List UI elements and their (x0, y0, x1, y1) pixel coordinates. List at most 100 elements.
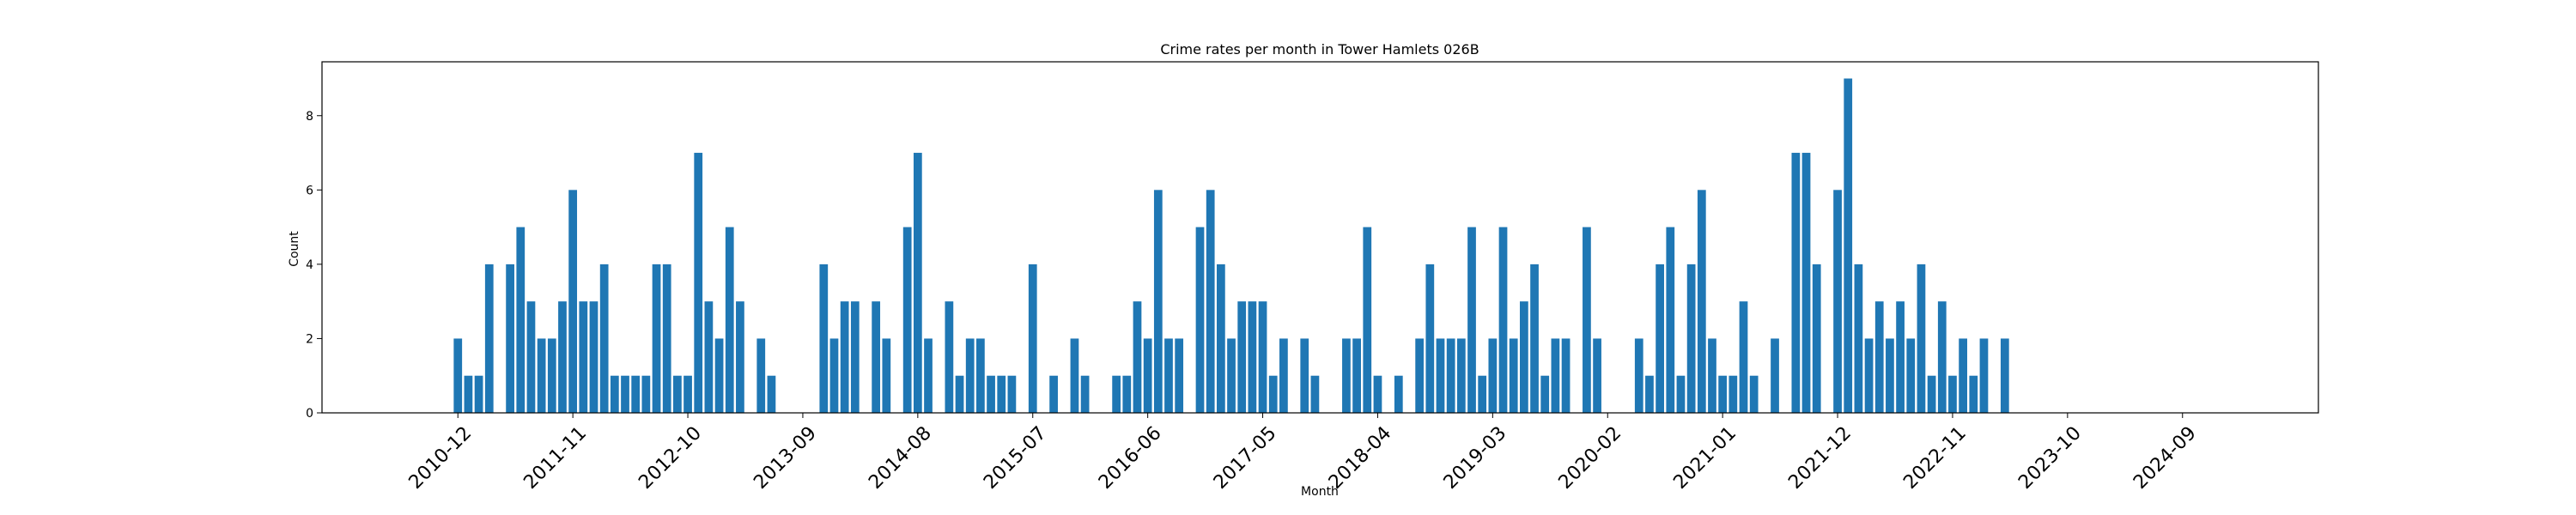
bar-2015-11 (1070, 338, 1079, 413)
bar-2012-01 (589, 301, 598, 413)
bar-2016-07 (1153, 190, 1163, 413)
bar-2012-10 (683, 375, 692, 413)
x-tick-label: 2015-07 (980, 422, 1051, 494)
bar-2023-02 (1979, 338, 1989, 413)
bar-2019-03 (1488, 338, 1498, 413)
bar-2017-06 (1268, 375, 1278, 413)
bar-2021-01 (1718, 375, 1728, 413)
bar-2014-07 (902, 227, 912, 413)
x-tick-label: 2012-10 (635, 422, 706, 494)
bar-2019-10 (1561, 338, 1571, 413)
bar-2019-04 (1498, 227, 1508, 413)
bar-2022-04 (1874, 301, 1884, 413)
bar-2020-07 (1656, 264, 1664, 413)
bar-2016-05 (1133, 301, 1142, 413)
bar-2012-04 (621, 375, 629, 413)
bar-2020-12 (1708, 338, 1716, 413)
bar-2022-08 (1917, 264, 1926, 413)
bar-2022-07 (1906, 338, 1916, 413)
bar-2020-05 (1634, 338, 1643, 413)
bar-2011-01 (464, 375, 473, 413)
bar-2012-05 (631, 375, 641, 413)
bar-2018-09 (1425, 264, 1435, 413)
bar-2012-09 (673, 375, 682, 413)
bar-2019-07 (1530, 264, 1539, 413)
bar-2021-02 (1728, 375, 1738, 413)
bar-2014-04 (872, 301, 881, 413)
bar-2014-02 (850, 301, 860, 413)
bar-2015-07 (1028, 264, 1037, 413)
bar-2012-11 (694, 153, 703, 414)
y-tick-label: 6 (306, 184, 313, 197)
bar-2022-01 (1844, 78, 1853, 413)
bar-2015-01 (965, 338, 975, 413)
bar-2020-01 (1593, 338, 1601, 413)
bar-2018-01 (1342, 338, 1351, 413)
x-tick-label: 2017-05 (1210, 422, 1281, 494)
bar-2015-04 (997, 375, 1006, 413)
x-tick-label: 2016-06 (1095, 422, 1166, 494)
bar-2022-11 (1948, 375, 1957, 413)
x-tick-label: 2010-12 (405, 422, 477, 494)
bar-2011-07 (526, 301, 536, 413)
bars-group (453, 78, 2009, 414)
x-axis: 2010-12 2011-11 2012-10 2013-09 2014-08 2015-… (405, 413, 2201, 494)
bar-2013-05 (756, 338, 766, 413)
bar-2016-06 (1143, 338, 1152, 413)
bar-2015-09 (1049, 375, 1058, 413)
bar-2020-09 (1676, 375, 1686, 413)
bar-2013-02 (725, 227, 734, 413)
bar-2011-02 (474, 375, 483, 413)
x-tick-label: 2021-12 (1784, 422, 1856, 494)
bar-2021-04 (1749, 375, 1759, 413)
x-tick-label: 2021-01 (1669, 422, 1741, 494)
bar-2014-01 (840, 301, 849, 413)
bar-2023-04 (2000, 338, 2009, 413)
y-tick-label: 0 (306, 407, 313, 421)
bar-2014-08 (913, 153, 922, 414)
bar-2022-09 (1927, 375, 1936, 413)
bar-2020-10 (1686, 264, 1696, 413)
bar-2022-10 (1937, 301, 1947, 413)
bar-2011-08 (537, 338, 546, 413)
bar-2011-05 (506, 264, 514, 413)
bar-2014-05 (882, 338, 891, 413)
bar-2019-01 (1467, 227, 1476, 413)
bar-2010-12 (453, 338, 463, 413)
bar-2011-09 (547, 338, 556, 413)
y-axis-label: Count (288, 231, 301, 267)
bar-2021-12 (1833, 190, 1842, 413)
plot-frame (321, 61, 2319, 414)
bar-2018-06 (1394, 375, 1403, 413)
bar-2019-02 (1478, 375, 1487, 413)
bar-2017-01 (1216, 264, 1225, 413)
bar-2017-03 (1237, 301, 1247, 413)
bar-2022-02 (1854, 264, 1863, 413)
bar-2011-12 (579, 301, 588, 413)
bar-2014-11 (945, 301, 954, 413)
bar-2011-10 (558, 301, 567, 413)
x-tick-label: 2018-04 (1325, 422, 1396, 494)
x-tick-label: 2011-11 (519, 422, 591, 494)
bar-2018-12 (1456, 338, 1466, 413)
bar-2019-05 (1509, 338, 1518, 413)
bar-2022-03 (1864, 338, 1874, 413)
x-tick-label: 2023-10 (2014, 422, 2086, 494)
bar-2013-03 (736, 301, 744, 413)
bar-2011-11 (568, 190, 578, 413)
bar-2018-11 (1446, 338, 1455, 413)
bar-2015-12 (1080, 375, 1090, 413)
bar-2021-03 (1739, 301, 1748, 413)
bar-2018-03 (1363, 227, 1372, 413)
bar-2013-01 (714, 338, 724, 413)
bar-2016-09 (1175, 338, 1184, 413)
bar-2017-09 (1300, 338, 1309, 413)
bar-2016-04 (1122, 375, 1132, 413)
bar-2019-12 (1583, 227, 1591, 413)
bar-2014-09 (924, 338, 933, 413)
bar-2016-12 (1206, 190, 1215, 413)
bar-2016-11 (1195, 227, 1205, 413)
bar-2011-03 (484, 264, 494, 413)
bar-2016-03 (1112, 375, 1121, 413)
